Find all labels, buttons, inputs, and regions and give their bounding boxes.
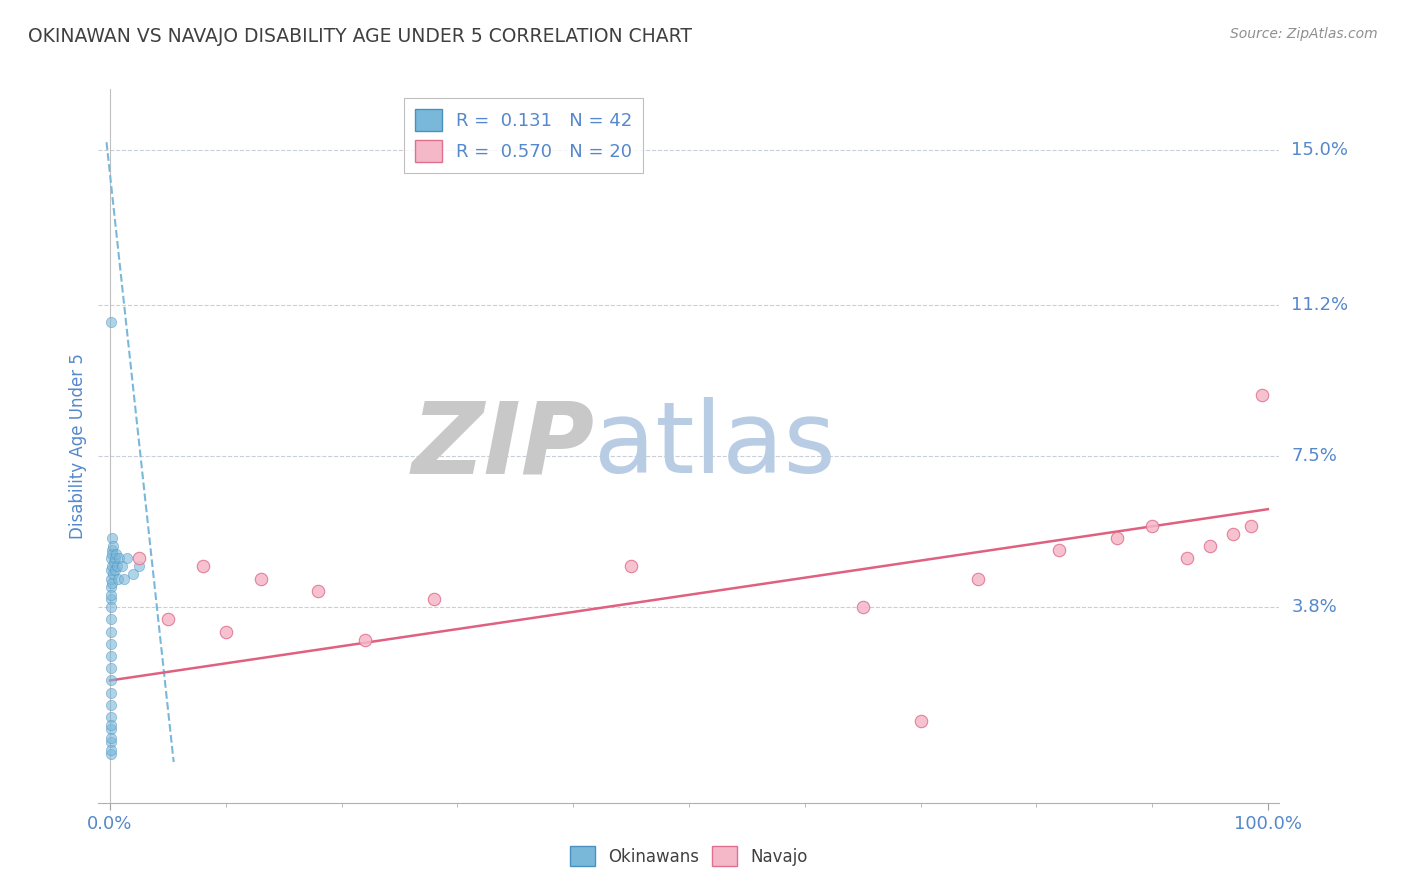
Point [910, 714, 932, 729]
Point [100, 710, 122, 724]
Point [100, 673, 122, 688]
Text: 11.2%: 11.2% [1291, 296, 1348, 314]
Point [101, 559, 124, 574]
Point [249, 572, 271, 586]
Point [100, 718, 122, 732]
Point [100, 612, 122, 626]
Point [103, 555, 125, 569]
Point [100, 648, 122, 663]
Point [103, 539, 125, 553]
Point [128, 551, 150, 566]
Point [100, 624, 122, 639]
Point [128, 559, 150, 574]
Text: ZIP: ZIP [412, 398, 595, 494]
Text: Source: ZipAtlas.com: Source: ZipAtlas.com [1230, 27, 1378, 41]
Point [107, 572, 129, 586]
Point [100, 734, 122, 748]
Point [100, 600, 122, 615]
Point [215, 624, 238, 639]
Point [100, 686, 122, 700]
Point [423, 591, 446, 606]
Point [353, 632, 375, 647]
Point [1239, 518, 1261, 533]
Point [110, 559, 132, 574]
Point [620, 559, 643, 574]
Text: 7.5%: 7.5% [1291, 447, 1337, 466]
Point [1222, 526, 1244, 541]
Text: 15.0%: 15.0% [1291, 141, 1348, 160]
Point [122, 567, 145, 582]
Text: atlas: atlas [595, 398, 837, 494]
Point [1140, 518, 1163, 533]
Point [100, 315, 122, 329]
Point [112, 572, 135, 586]
Point [100, 572, 122, 586]
Text: 3.8%: 3.8% [1291, 598, 1337, 616]
Point [307, 583, 329, 598]
Point [100, 580, 122, 594]
Point [852, 600, 875, 615]
Point [100, 637, 122, 651]
Point [967, 572, 990, 586]
Point [100, 531, 122, 545]
Point [105, 559, 128, 574]
Point [100, 551, 122, 566]
Point [100, 575, 122, 590]
Point [100, 563, 122, 577]
Point [100, 747, 122, 761]
Point [104, 551, 127, 566]
Point [104, 563, 127, 577]
Point [104, 547, 127, 561]
Y-axis label: Disability Age Under 5: Disability Age Under 5 [69, 353, 87, 539]
Point [100, 588, 122, 602]
Point [100, 743, 122, 757]
Point [1175, 551, 1198, 566]
Point [100, 698, 122, 712]
Point [101, 547, 124, 561]
Point [108, 551, 131, 566]
Point [156, 612, 179, 626]
Text: OKINAWAN VS NAVAJO DISABILITY AGE UNDER 5 CORRELATION CHART: OKINAWAN VS NAVAJO DISABILITY AGE UNDER … [28, 27, 692, 45]
Point [100, 723, 122, 737]
Point [1049, 543, 1071, 558]
Point [117, 551, 139, 566]
Point [101, 567, 124, 582]
Point [100, 661, 122, 675]
Point [1107, 531, 1129, 545]
Point [191, 559, 214, 574]
Point [100, 543, 122, 558]
Point [1199, 539, 1222, 553]
Point [100, 731, 122, 745]
Legend: Okinawans, Navajo: Okinawans, Navajo [562, 839, 815, 873]
Point [1251, 388, 1274, 402]
Point [100, 591, 122, 606]
